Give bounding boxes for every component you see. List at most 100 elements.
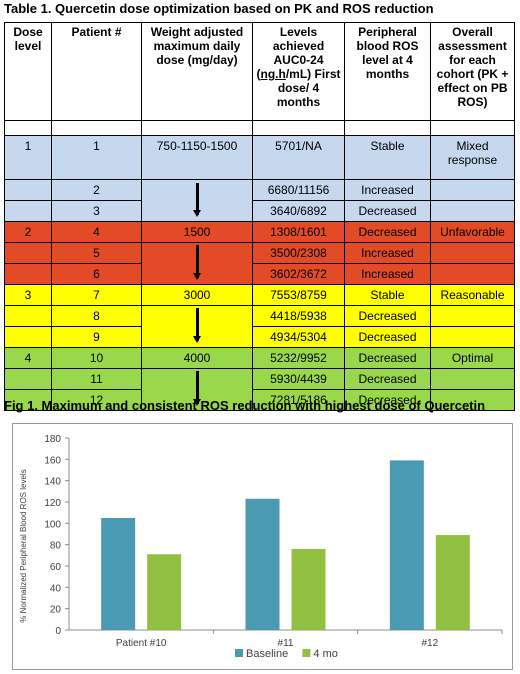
patient-cell: 5 <box>51 242 142 264</box>
header-dose-level: Dose level <box>4 22 52 121</box>
bar-baseline <box>101 518 136 630</box>
dose-cell: 4000 <box>141 347 253 369</box>
patient-cell: 12 <box>51 389 142 411</box>
legend-swatch <box>302 649 311 657</box>
auc-cell: 5232/9952 <box>252 347 345 369</box>
table-row: 3 3640/6892 Decreased <box>4 200 515 222</box>
table-body: 1 1 750-1150-1500 5701/NA Stable Mixed r… <box>4 120 515 411</box>
auc-cell: 4418/5938 <box>252 305 345 327</box>
y-tick-label: 80 <box>50 541 62 552</box>
patient-cell: 10 <box>51 347 142 369</box>
auc-cell: 1308/1601 <box>252 221 345 243</box>
legend-swatch <box>235 649 243 657</box>
table-row: 9 4934/5304 Decreased <box>4 326 515 348</box>
dose-cell: 3000 <box>141 284 253 306</box>
ros-cell: Decreased <box>344 326 431 348</box>
patient-cell: 1 <box>51 135 142 180</box>
header-patient: Patient # <box>51 22 142 121</box>
table-row: 4 10 4000 5232/9952 Decreased Optimal <box>4 347 515 369</box>
auc-cell: 4934/5304 <box>252 326 345 348</box>
auc-cell: 6680/11156 <box>252 179 345 201</box>
y-tick-label: 140 <box>44 477 61 488</box>
y-axis-title: % Normalized Peripheral Blood ROS levels <box>19 469 28 622</box>
header-auc: Levels achieved AUC0-24 (ng.h/mL) First … <box>252 22 345 121</box>
patient-cell: 3 <box>51 200 142 222</box>
patient-cell: 4 <box>51 221 142 243</box>
dose-cell: 1500 <box>141 221 253 243</box>
ros-cell: Decreased <box>344 347 431 369</box>
x-tick-label: Patient #10 <box>116 638 167 649</box>
dose-arrow-cell <box>141 368 253 411</box>
table-row: 2 4 1500 1308/1601 Decreased Unfavorable <box>4 221 515 243</box>
legend-label: Baseline <box>246 648 288 660</box>
table-row: 8 4418/5938 Decreased <box>4 305 515 348</box>
table-row: 11 5930/4439 Decreased <box>4 368 515 411</box>
ros-cell: Increased <box>344 179 431 201</box>
dose-level-cell: 3 <box>4 284 52 306</box>
table-row: 12 7281/5186 Decreased <box>4 389 515 411</box>
down-arrow-icon <box>192 183 201 217</box>
legend-label: 4 mo <box>313 648 337 660</box>
bar-chart: 0 20 40 60 80 100 120 140 160 180 % Normalized Per… <box>19 434 503 660</box>
y-tick-label: 100 <box>44 519 61 530</box>
ros-cell: Increased <box>344 242 431 264</box>
assessment-cell: Reasonable <box>430 284 515 306</box>
ros-cell: Decreased <box>344 305 431 327</box>
y-tick-label: 40 <box>50 583 62 594</box>
down-arrow-icon <box>192 308 201 343</box>
dose-level-cell: 4 <box>4 347 52 369</box>
dose-level-cell: 2 <box>4 221 52 243</box>
y-tick-label: 20 <box>50 605 62 616</box>
auc-cell: 7281/5186 <box>252 389 345 411</box>
header-daily-dose: Weight adjusted maximum daily dose (mg/d… <box>141 22 253 121</box>
figure-title: Fig 1. Maximum and consistent ROS reduct… <box>4 398 486 413</box>
bar-4-mo <box>435 535 470 630</box>
bar-baseline <box>389 460 424 630</box>
header-ros: Peripheral blood ROS level at 4 months <box>344 22 431 121</box>
auc-cell: 7553/8759 <box>252 284 345 306</box>
table-header-row: Dose level Patient # Weight adjusted max… <box>4 22 515 121</box>
dose-arrow-cell <box>141 242 253 285</box>
down-arrow-icon <box>192 245 201 280</box>
patient-cell: 9 <box>51 326 142 348</box>
dose-arrow-cell <box>141 179 253 222</box>
bar-4-mo <box>147 554 182 630</box>
assessment-cell: Optimal <box>430 347 515 369</box>
chart-frame: 0 20 40 60 80 100 120 140 160 180 % Normalized Per… <box>12 423 513 670</box>
auc-cell: 5930/4439 <box>252 368 345 390</box>
ros-cell: Increased <box>344 263 431 285</box>
table-row: 2 6680/11156 Increased <box>4 179 515 222</box>
ros-cell: Decreased <box>344 368 431 390</box>
dose-cell: 750-1150-1500 <box>141 135 253 180</box>
auc-cell: 3640/6892 <box>252 200 345 222</box>
table-title: Table 1. Quercetin dose optimization bas… <box>4 1 434 16</box>
auc-cell: 5701/NA <box>252 135 345 180</box>
dose-table: Dose level Patient # Weight adjusted max… <box>4 22 515 411</box>
y-tick-label: 120 <box>44 498 61 509</box>
spacer-row <box>4 120 515 136</box>
ros-cell: Stable <box>344 284 431 306</box>
patient-cell: 8 <box>51 305 142 327</box>
assessment-cell: Mixed response <box>430 135 515 180</box>
ros-cell: Decreased <box>344 221 431 243</box>
bar-4-mo <box>291 548 326 630</box>
auc-cell: 3602/3672 <box>252 263 345 285</box>
table-row: 6 3602/3672 Increased <box>4 263 515 285</box>
header-assessment: Overall assessment for each cohort (PK +… <box>430 22 515 121</box>
x-tick-label: #11 <box>278 638 294 649</box>
dose-arrow-cell <box>141 305 253 348</box>
ros-cell: Decreased <box>344 200 431 222</box>
x-tick-label: #12 <box>421 638 438 649</box>
patient-cell: 6 <box>51 263 142 285</box>
patient-cell: 11 <box>51 368 142 390</box>
patient-cell: 7 <box>51 284 142 306</box>
auc-cell: 3500/2308 <box>252 242 345 264</box>
table-row: 1 1 750-1150-1500 5701/NA Stable Mixed r… <box>4 135 515 180</box>
y-tick-label: 180 <box>44 434 61 445</box>
y-tick-label: 160 <box>44 455 61 466</box>
dose-level-cell: 1 <box>4 135 52 180</box>
ros-cell: Decreased <box>344 389 431 411</box>
bar-baseline <box>245 498 280 630</box>
table-row: 3 7 3000 7553/8759 Stable Reasonable <box>4 284 515 306</box>
ros-cell: Stable <box>344 135 431 180</box>
